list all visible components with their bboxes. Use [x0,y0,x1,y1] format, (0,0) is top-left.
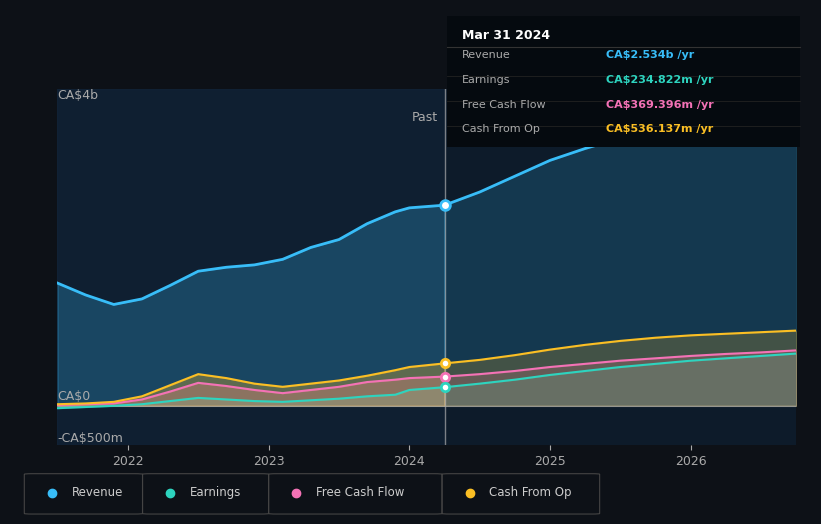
Text: Revenue: Revenue [461,50,511,60]
Text: CA$234.822m /yr: CA$234.822m /yr [606,75,713,85]
Text: CA$0: CA$0 [57,390,90,403]
Text: Cash From Op: Cash From Op [489,486,571,499]
Text: CA$369.396m /yr: CA$369.396m /yr [606,100,714,110]
Text: Mar 31 2024: Mar 31 2024 [461,29,550,42]
Text: Revenue: Revenue [71,486,123,499]
Text: Free Cash Flow: Free Cash Flow [461,100,545,110]
Text: CA$4b: CA$4b [57,89,99,102]
Text: CA$2.534b /yr: CA$2.534b /yr [606,50,695,60]
Text: Past: Past [411,111,438,124]
Bar [57,89,444,445]
Text: Earnings: Earnings [190,486,241,499]
Text: Analysts Forecasts: Analysts Forecasts [452,111,568,124]
Text: CA$536.137m /yr: CA$536.137m /yr [606,125,713,135]
Text: Earnings: Earnings [461,75,510,85]
Text: -CA$500m: -CA$500m [57,432,123,445]
Text: Free Cash Flow: Free Cash Flow [316,486,404,499]
Text: Cash From Op: Cash From Op [461,125,539,135]
